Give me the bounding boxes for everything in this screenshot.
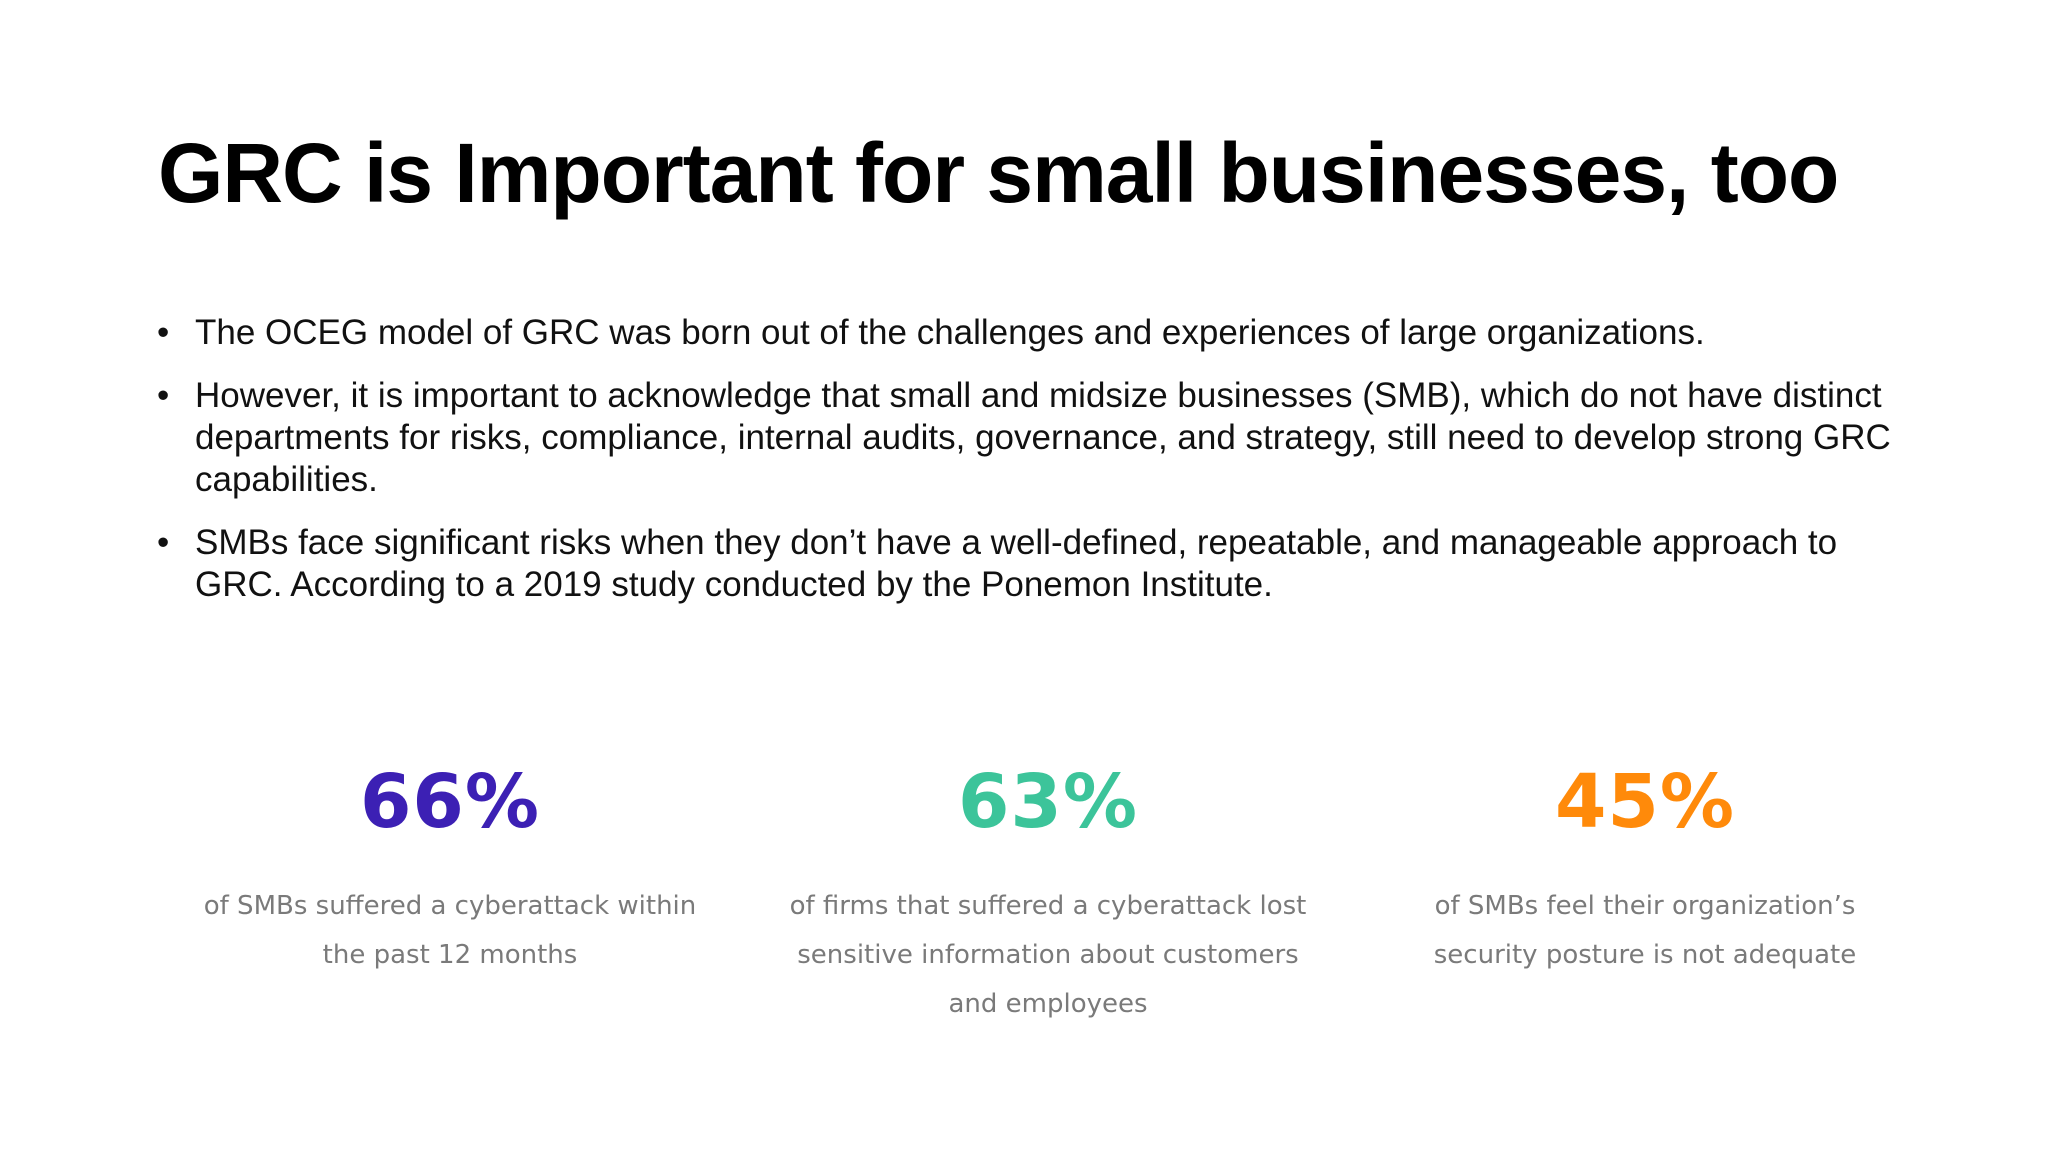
slide-title: GRC is Important for small businesses, t… — [158, 126, 1839, 220]
stats-row: 66% of SMBs suffered a cyberattack withi… — [0, 760, 2048, 1040]
bullet-text: However, it is important to acknowledge … — [195, 376, 1891, 499]
bullet-text: The OCEG model of GRC was born out of th… — [195, 313, 1705, 352]
bullet-marker: • — [157, 376, 170, 415]
stat-description: of SMBs suffered a cyberattack within th… — [203, 891, 697, 970]
bullet-list: • The OCEG model of GRC was born out of … — [157, 312, 1917, 627]
stat-value: 66% — [359, 759, 541, 845]
bullet-item: • SMBs face significant risks when they … — [157, 522, 1917, 606]
stat-card-data-loss: 63% of firms that suffered a cyberattack… — [788, 760, 1308, 1029]
stat-card-security-posture: 45% of SMBs feel their organization’s se… — [1385, 760, 1905, 980]
bullet-item: • The OCEG model of GRC was born out of … — [157, 312, 1917, 354]
stat-description: of firms that suffered a cyberattack los… — [789, 891, 1307, 1019]
stat-card-cyberattacks: 66% of SMBs suffered a cyberattack withi… — [190, 760, 710, 980]
stat-description: of SMBs feel their organization’s securi… — [1433, 891, 1857, 970]
bullet-item: • However, it is important to acknowledg… — [157, 375, 1917, 501]
bullet-marker: • — [157, 523, 170, 562]
stat-value: 63% — [957, 759, 1139, 845]
bullet-marker: • — [157, 313, 170, 352]
stat-value: 45% — [1554, 759, 1736, 845]
bullet-text: SMBs face significant risks when they do… — [195, 523, 1838, 604]
